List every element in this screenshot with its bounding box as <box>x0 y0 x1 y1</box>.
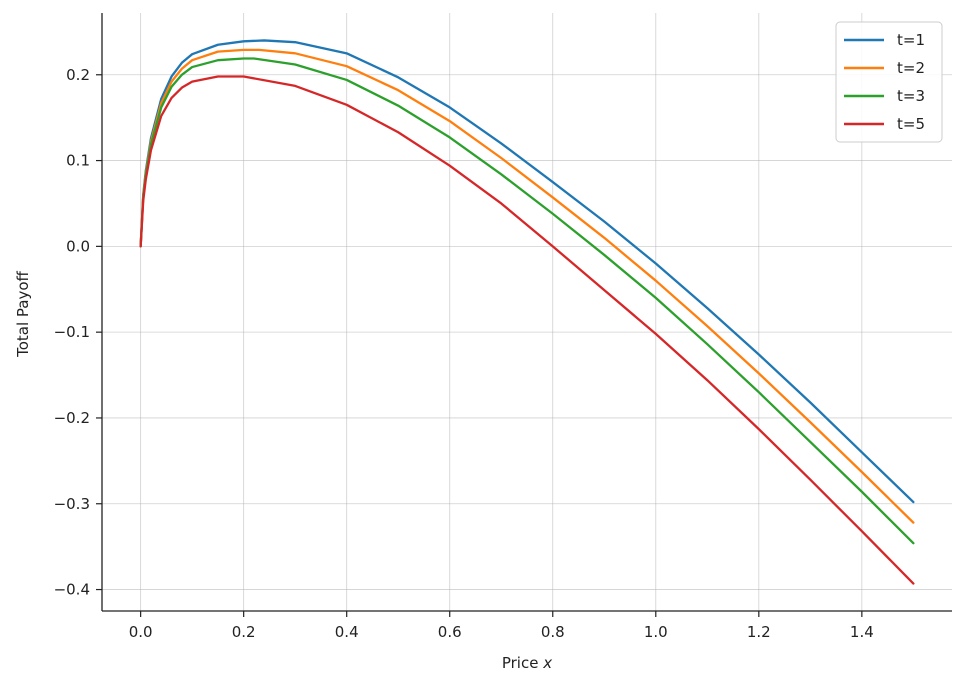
x-tick-label: 0.4 <box>335 623 359 641</box>
y-axis-label: Total Payoff <box>14 270 32 357</box>
legend-label: t=1 <box>897 31 925 49</box>
legend-entries: t=1 t=2 t=3 t=5 <box>844 31 925 133</box>
x-axis-label-text: Price <box>502 654 539 672</box>
x-tick-label: 0.2 <box>232 623 256 641</box>
series-line-t=2 <box>139 48 915 524</box>
grid <box>102 13 952 611</box>
y-axis-ticks: 0.2 0.1 0.0 −0.1 −0.2 −0.3 −0.4 <box>54 66 102 599</box>
y-tick-label: −0.4 <box>54 581 90 599</box>
x-tick-label: 1.2 <box>747 623 771 641</box>
x-tick-label: 1.4 <box>850 623 874 641</box>
series-line-t=3 <box>139 57 915 545</box>
legend-label: t=5 <box>897 115 925 133</box>
x-tick-label: 0.8 <box>541 623 565 641</box>
legend-label: t=3 <box>897 87 925 105</box>
y-tick-label: −0.3 <box>54 495 90 513</box>
y-tick-label: −0.2 <box>54 409 90 427</box>
legend: t=1 t=2 t=3 t=5 <box>835 21 943 143</box>
y-tick-label: 0.2 <box>66 66 90 84</box>
y-tick-label: 0.1 <box>66 152 90 170</box>
x-tick-label: 0.6 <box>438 623 462 641</box>
axes <box>101 13 952 612</box>
x-tick-label: 1.0 <box>644 623 668 641</box>
legend-label: t=2 <box>897 59 925 77</box>
plot-lines <box>139 39 915 585</box>
series-line-t=1 <box>139 39 915 504</box>
series-line-t=5 <box>139 75 915 585</box>
x-axis-label: Price x <box>502 654 552 672</box>
x-tick-label: 0.0 <box>129 623 153 641</box>
y-tick-label: 0.0 <box>66 237 90 255</box>
x-axis-ticks: 0.0 0.2 0.4 0.6 0.8 1.0 1.2 1.4 <box>129 611 874 641</box>
x-axis-label-var: x <box>542 654 552 672</box>
legend-box <box>835 21 943 143</box>
y-tick-label: −0.1 <box>54 323 90 341</box>
